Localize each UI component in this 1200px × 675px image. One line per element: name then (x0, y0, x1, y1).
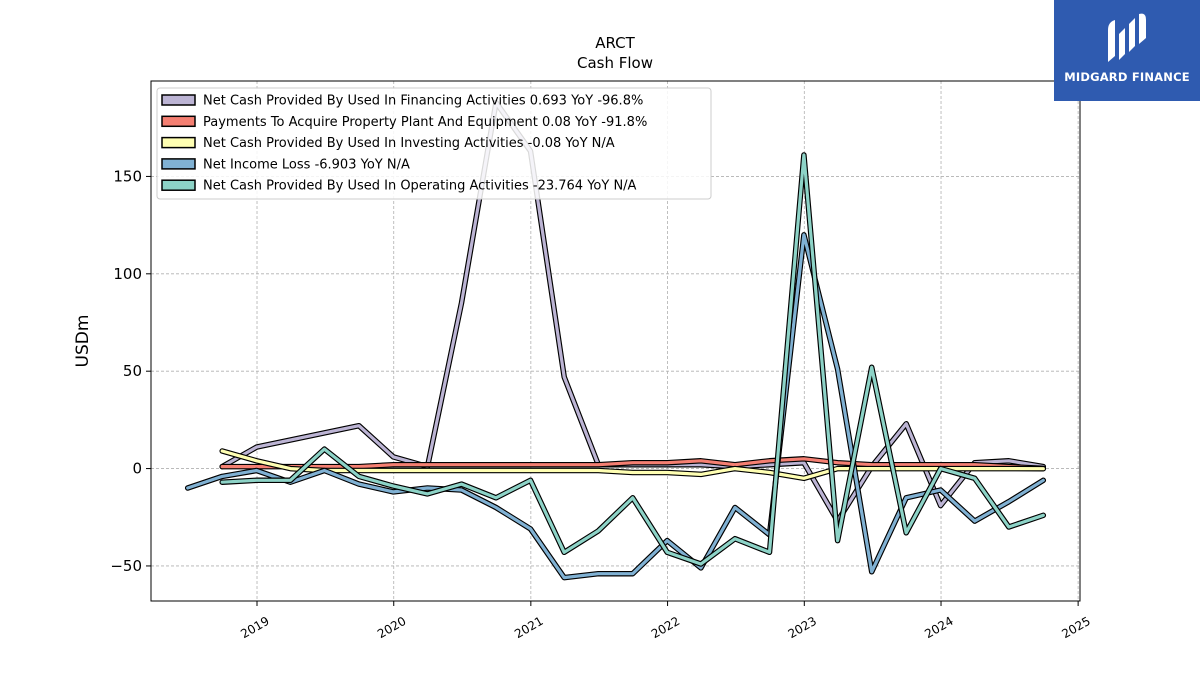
legend-swatch-1 (161, 115, 196, 128)
x-tick-label: 2024 (922, 614, 955, 641)
series-line-1 (220, 457, 1045, 470)
legend-swatch-3 (161, 158, 196, 170)
y-tick-label: 100 (113, 265, 142, 283)
legend-swatch-4 (161, 179, 196, 191)
legend-entry-4: Net Cash Provided By Used In Operating A… (203, 179, 637, 194)
series-line-2 (220, 449, 1045, 480)
legend-entry-2: Net Cash Provided By Used In Investing A… (203, 136, 615, 151)
series-outline-4 (219, 152, 1047, 567)
brand-name: MIDGARD FINANCE (1064, 70, 1190, 84)
series-outline-3 (184, 232, 1047, 581)
midgard-logo-icon (1108, 13, 1146, 62)
series-line-4 (220, 153, 1045, 566)
legend-swatch-0 (161, 94, 196, 106)
x-tick-label: 2023 (786, 614, 819, 641)
x-tick-label: 2020 (375, 614, 408, 641)
chart-title: ARCT (595, 34, 635, 52)
legend-box (156, 87, 712, 200)
x-tick-label: 2021 (512, 614, 545, 641)
y-tick-label: 0 (132, 460, 142, 478)
series-lines (184, 99, 1047, 581)
plot-frame (150, 80, 1081, 602)
legend-swatch-2 (161, 136, 196, 149)
chart-subtitle: Cash Flow (577, 54, 653, 72)
x-tick-label: 2022 (649, 614, 682, 641)
x-tick-label: 2019 (238, 614, 271, 641)
legend: Net Cash Provided By Used In Financing A… (156, 87, 712, 200)
x-tick-label: 2025 (1059, 614, 1092, 641)
legend-entry-3: Net Income Loss -6.903 YoY N/A (203, 157, 410, 172)
legend-entry-0: Net Cash Provided By Used In Financing A… (203, 94, 643, 109)
series-line-3 (186, 233, 1045, 580)
y-tick-label: 150 (113, 167, 142, 185)
legend-entry-1: Payments To Acquire Property Plant And E… (203, 115, 647, 130)
y-tick-label: 50 (123, 362, 142, 380)
midgard-finance-logo: MIDGARD FINANCE (1054, 0, 1200, 101)
y-tick-label: −50 (110, 557, 142, 575)
y-axis-label: USDm (73, 315, 93, 368)
axis-ticks: 2019 2020 2021 2022 2023 2024 2025 −50 0 50 100 150 (110, 167, 1093, 641)
